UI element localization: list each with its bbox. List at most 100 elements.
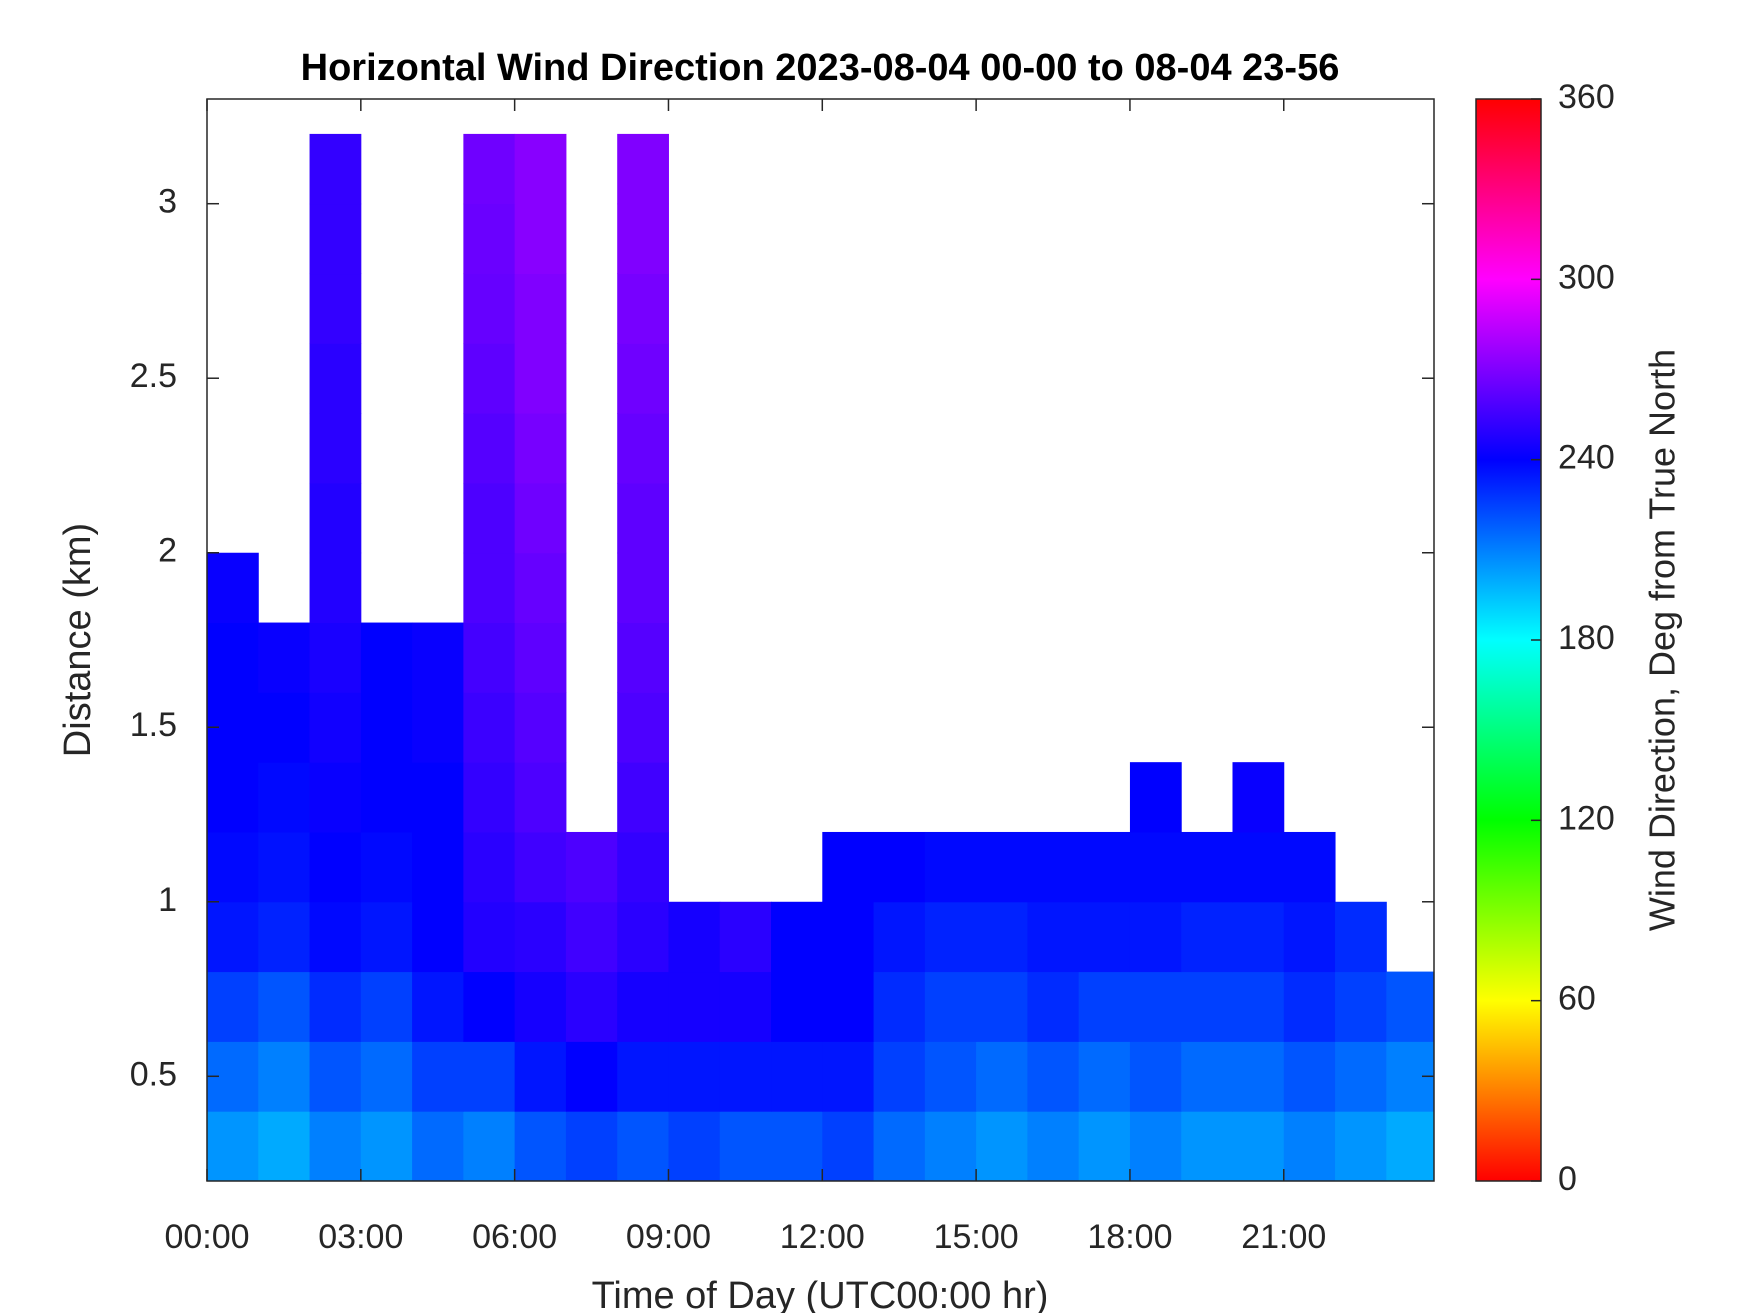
heatmap-cell (617, 901, 669, 973)
heatmap-cell (873, 971, 926, 1042)
heatmap-cell (463, 273, 516, 344)
heatmap-cell (514, 692, 567, 763)
heatmap-cell (1335, 901, 1387, 973)
heatmap-cell (1232, 1041, 1285, 1112)
heatmap-cell (1027, 831, 1080, 903)
colorbar-tick-label: 300 (1558, 258, 1615, 296)
heatmap-cell (924, 1041, 977, 1112)
heatmap-cell (1335, 971, 1387, 1042)
heatmap-cell (1027, 1111, 1080, 1181)
heatmap-cell (463, 971, 516, 1042)
heatmap-cell (258, 831, 311, 903)
heatmap-cell (412, 1111, 464, 1181)
heatmap-cell (360, 1041, 413, 1112)
heatmap-cell (309, 971, 362, 1042)
heatmap-cell (1283, 831, 1336, 903)
heatmap-cell (617, 1041, 669, 1112)
colorbar-tick-label: 240 (1558, 439, 1615, 477)
heatmap-cell (873, 1041, 926, 1112)
y-tick-label: 1.5 (130, 706, 177, 744)
heatmap-cells (207, 133, 1434, 1181)
heatmap-cell (1283, 971, 1336, 1042)
heatmap-cell (360, 1111, 413, 1181)
heatmap-cell (463, 692, 516, 763)
heatmap-cell (360, 901, 413, 973)
heatmap-cell (771, 1041, 823, 1112)
heatmap-cell (309, 482, 362, 554)
heatmap-cell (873, 831, 926, 903)
heatmap-cell (822, 971, 875, 1042)
y-tick-label: 3 (158, 183, 177, 221)
x-tick-label: 21:00 (1241, 1218, 1326, 1256)
heatmap-cell (1027, 971, 1080, 1042)
heatmap-cell (924, 831, 977, 903)
colorbar-tick-label: 180 (1558, 619, 1615, 657)
heatmap-cell (719, 1111, 772, 1181)
plot-frame (206, 98, 1435, 1182)
heatmap-cell (1078, 1041, 1131, 1112)
heatmap-cell (1129, 1111, 1182, 1181)
heatmap-cell (463, 622, 516, 693)
heatmap-cell (514, 413, 567, 484)
heatmap-cell (514, 482, 567, 554)
x-tick-label: 03:00 (318, 1218, 403, 1256)
heatmap-cell (873, 1111, 926, 1181)
heatmap-cell (1181, 831, 1233, 903)
heatmap-cell (207, 762, 259, 833)
heatmap-cell (463, 413, 516, 484)
heatmap-cell (463, 901, 516, 973)
x-axis-label: Time of Day (UTC00:00 hr) (592, 1275, 1049, 1313)
heatmap-cell (258, 1041, 311, 1112)
heatmap-cell (1181, 1111, 1233, 1181)
heatmap-cell (207, 622, 259, 693)
heatmap-cell (463, 343, 516, 414)
heatmap-cell (668, 901, 721, 973)
heatmap-cell (514, 273, 567, 344)
heatmap-cell (258, 622, 311, 693)
heatmap-cell (463, 203, 516, 275)
heatmap-cell (1078, 901, 1131, 973)
heatmap-cell (463, 1111, 516, 1181)
heatmap-cell (463, 133, 516, 205)
x-tick-label: 15:00 (934, 1218, 1019, 1256)
heatmap-cell (1027, 901, 1080, 973)
heatmap-cell (360, 971, 413, 1042)
heatmap-cell (617, 622, 669, 693)
colorbar-tick-label: 60 (1558, 980, 1596, 1018)
heatmap-cell (207, 971, 259, 1042)
heatmap-cell (309, 273, 362, 344)
heatmap-cell (617, 552, 669, 624)
heatmap-cell (668, 971, 721, 1042)
heatmap-cell (207, 552, 259, 624)
heatmap-cell (360, 692, 413, 763)
heatmap-cell (1181, 971, 1233, 1042)
heatmap-cell (1232, 762, 1285, 833)
heatmap-cell (309, 762, 362, 833)
heatmap-cell (771, 901, 823, 973)
y-tick-label: 1 (158, 881, 177, 919)
heatmap-cell (309, 831, 362, 903)
heatmap-cell (617, 762, 669, 833)
heatmap-cell (412, 762, 464, 833)
heatmap-cell (617, 273, 669, 344)
heatmap-cell (360, 762, 413, 833)
heatmap-cell (514, 901, 567, 973)
heatmap-cell (1129, 901, 1182, 973)
heatmap-cell (976, 901, 1028, 973)
colorbar-tick-label: 360 (1558, 78, 1615, 116)
heatmap-cell (822, 831, 875, 903)
heatmap-cell (1335, 1111, 1387, 1181)
heatmap-cell (1232, 1111, 1285, 1181)
heatmap-cell (309, 901, 362, 973)
heatmap-cell (1078, 1111, 1131, 1181)
heatmap-cell (719, 971, 772, 1042)
heatmap-cell (207, 901, 259, 973)
heatmap-cell (463, 552, 516, 624)
heatmap-cell (1078, 971, 1131, 1042)
heatmap-cell (360, 622, 413, 693)
heatmap-cell (514, 622, 567, 693)
heatmap-cell (976, 1041, 1028, 1112)
colorbar-tick-label: 120 (1558, 799, 1615, 837)
heatmap-cell (463, 762, 516, 833)
x-tick-label: 18:00 (1087, 1218, 1172, 1256)
